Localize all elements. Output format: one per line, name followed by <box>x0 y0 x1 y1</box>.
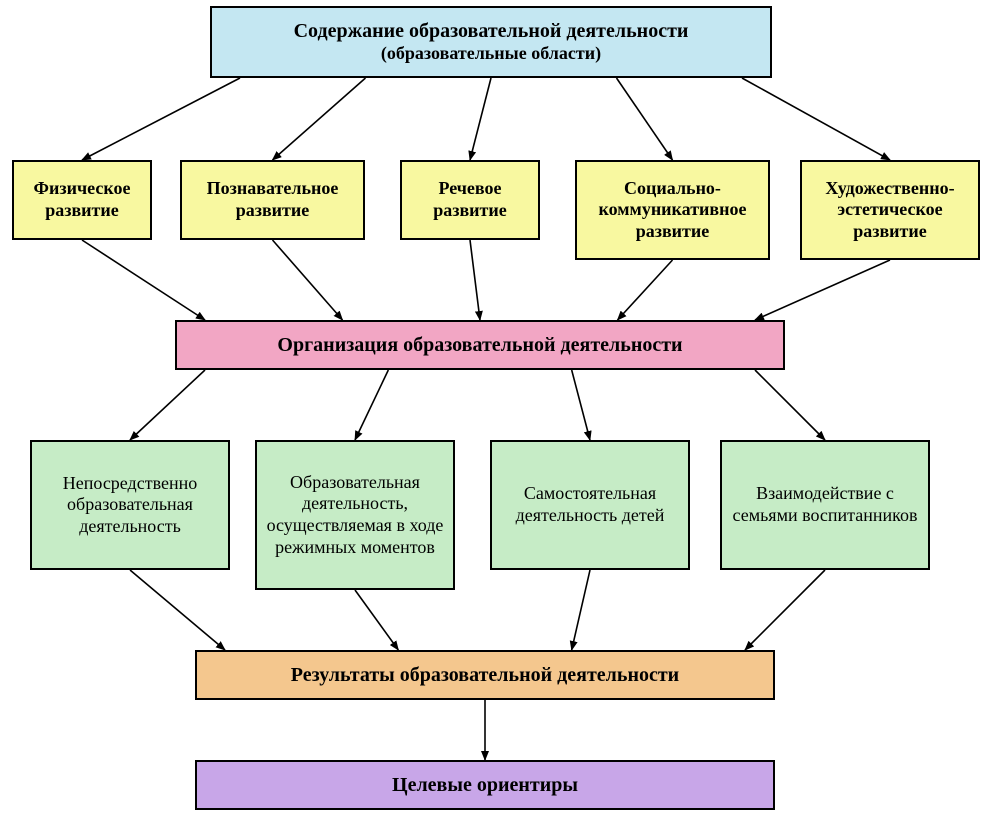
node-physical-development: Физическое развитие <box>12 160 152 240</box>
node-label: Речевое развитие <box>408 178 532 221</box>
node-label: Физическое развитие <box>20 178 144 221</box>
node-label: Непосредственно образовательная деятельн… <box>38 473 222 538</box>
node-results: Результаты образовательной деятельности <box>195 650 775 700</box>
node-subtitle-text: (образовательные области) <box>294 43 689 65</box>
node-independent-activity: Самостоятельная деятельность детей <box>490 440 690 570</box>
node-label: Взаимодействие с семьями воспитанников <box>728 483 922 526</box>
node-label: Социально-коммуникативное развитие <box>583 178 762 243</box>
node-target-orientations: Целевые ориентиры <box>195 760 775 810</box>
node-direct-educational-activity: Непосредственно образовательная деятельн… <box>30 440 230 570</box>
node-organization: Организация образовательной деятельности <box>175 320 785 370</box>
node-label: Самостоятельная деятельность детей <box>498 483 682 526</box>
node-label: Целевые ориентиры <box>392 773 578 797</box>
node-social-communicative: Социально-коммуникативное развитие <box>575 160 770 260</box>
node-label: Результаты образовательной деятельности <box>291 663 679 687</box>
diagram-canvas: Содержание образовательной деятельности … <box>0 0 991 816</box>
node-artistic-aesthetic: Художественно-эстетическое развитие <box>800 160 980 260</box>
node-content-of-education: Содержание образовательной деятельности … <box>210 6 772 78</box>
node-label: Художественно-эстетическое развитие <box>808 178 972 243</box>
node-educational-activity-in-regime: Образовательная деятельность, осуществля… <box>255 440 455 590</box>
node-family-interaction: Взаимодействие с семьями воспитанников <box>720 440 930 570</box>
node-label: Образовательная деятельность, осуществля… <box>263 472 447 558</box>
node-label: Организация образовательной деятельности <box>277 333 682 357</box>
node-speech-development: Речевое развитие <box>400 160 540 240</box>
node-label: Познавательное развитие <box>188 178 357 221</box>
node-title-text: Содержание образовательной деятельности <box>294 19 689 43</box>
node-cognitive-development: Познавательное развитие <box>180 160 365 240</box>
